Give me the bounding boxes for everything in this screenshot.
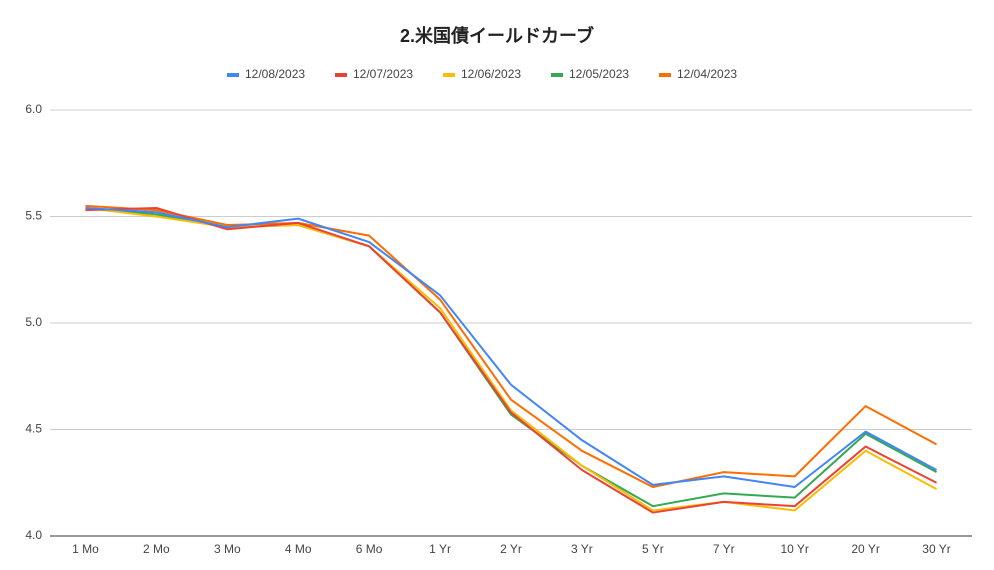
- legend-swatch: [551, 73, 563, 77]
- legend-swatch: [659, 73, 671, 77]
- x-tick-label: 6 Mo: [356, 542, 383, 556]
- x-tick-label: 20 Yr: [851, 542, 879, 556]
- x-tick-label: 10 Yr: [780, 542, 808, 556]
- y-tick-label: 6.0: [25, 102, 42, 116]
- x-tick-label: 3 Yr: [571, 542, 593, 556]
- y-tick-label: 5.5: [25, 209, 42, 223]
- legend-swatch: [443, 73, 455, 77]
- legend-label: 12/04/2023: [677, 67, 737, 81]
- series-line: [85, 204, 938, 489]
- y-tick-label: 5.0: [25, 315, 42, 329]
- x-tick-label: 1 Yr: [429, 542, 451, 556]
- legend-swatch: [227, 73, 239, 77]
- x-tick-label: 1 Mo: [72, 542, 99, 556]
- x-tick-label: 2 Mo: [143, 542, 170, 556]
- legend-label: 12/08/2023: [245, 67, 305, 81]
- chart-title: 2.米国債イールドカーブ: [400, 25, 594, 46]
- series-line: [85, 206, 937, 514]
- legend-label: 12/06/2023: [461, 67, 521, 81]
- series-line: [85, 206, 938, 489]
- x-tick-label: 7 Yr: [713, 542, 735, 556]
- legend-swatch: [335, 73, 347, 77]
- x-tick-label: 30 Yr: [922, 542, 950, 556]
- x-tick-label: 5 Yr: [642, 542, 664, 556]
- legend-label: 12/05/2023: [569, 67, 629, 81]
- y-tick-label: 4.5: [25, 422, 42, 436]
- y-tick-label: 4.0: [25, 528, 42, 542]
- x-tick-label: 4 Mo: [285, 542, 312, 556]
- x-tick-label: 3 Mo: [214, 542, 241, 556]
- x-tick-label: 2 Yr: [500, 542, 522, 556]
- legend-label: 12/07/2023: [353, 67, 413, 81]
